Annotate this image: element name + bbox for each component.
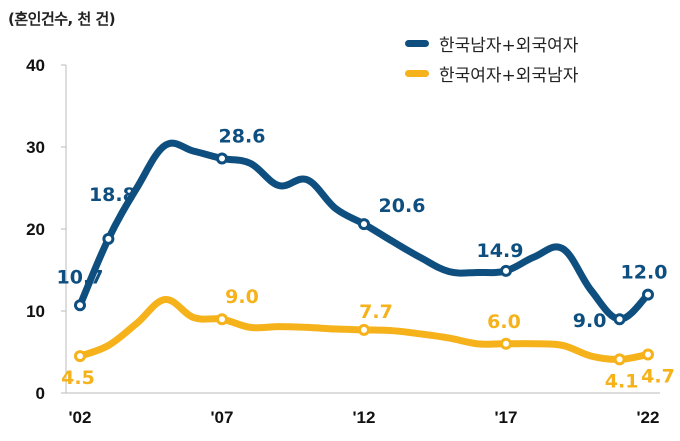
data-point-marker <box>358 218 370 231</box>
data-label: 20.6 <box>379 195 426 217</box>
data-point-marker <box>74 299 86 312</box>
data-label: 18.8 <box>89 184 136 206</box>
legend: 한국남자+외국여자 한국여자+외국남자 <box>405 28 578 88</box>
data-point-marker <box>500 337 512 350</box>
data-label: 6.0 <box>487 311 521 333</box>
x-tick-label: '17 <box>495 408 518 427</box>
legend-label: 한국남자+외국여자 <box>439 35 579 56</box>
data-label: 4.7 <box>641 365 675 387</box>
x-tick-label: '12 <box>353 408 376 427</box>
data-label: 12.0 <box>621 262 668 284</box>
y-tick-label: 40 <box>26 56 45 75</box>
data-point-marker <box>358 323 370 336</box>
data-label: 9.0 <box>573 310 607 332</box>
x-tick-label: '07 <box>211 408 234 427</box>
data-label: 14.9 <box>477 240 524 262</box>
data-point-marker <box>216 152 228 165</box>
x-tick-label: '02 <box>69 408 92 427</box>
data-point-marker <box>613 353 626 366</box>
series-markers <box>74 152 654 366</box>
data-labels: 4.5 9.0 7.7 6.0 4.1 4.7 10.7 18.8 28.6 20.6 14.9 9.… <box>57 125 675 392</box>
legend-item-korean-female-foreign-male: 한국여자+외국남자 <box>405 58 578 88</box>
legend-swatch <box>405 69 429 77</box>
legend-label: 한국여자+외국남자 <box>439 65 579 86</box>
series-line-0 <box>76 139 652 323</box>
data-label: 7.7 <box>359 301 393 323</box>
data-point-marker <box>216 313 228 326</box>
data-label: 4.1 <box>605 370 639 392</box>
y-tick-label: 0 <box>36 384 45 403</box>
data-label: 28.6 <box>219 125 266 147</box>
y-tick-label: 20 <box>26 220 45 239</box>
data-point-marker <box>74 350 86 363</box>
data-point-marker <box>500 264 512 277</box>
data-label: 10.7 <box>57 266 104 288</box>
data-point-marker <box>613 313 626 326</box>
data-point-marker <box>102 232 115 245</box>
data-point-marker <box>642 288 654 301</box>
legend-item-korean-male-foreign-female: 한국남자+외국여자 <box>405 28 578 58</box>
y-tick-label: 30 <box>26 138 45 157</box>
legend-swatch <box>405 39 429 47</box>
axes: 0 10 20 30 40 '02 '07 '12 '17 '22 <box>26 56 660 427</box>
unit-label: (혼인건수, 천 건) <box>8 10 116 28</box>
x-tick-label: '22 <box>637 408 660 427</box>
data-label: 9.0 <box>225 286 259 308</box>
data-label: 4.5 <box>61 367 95 389</box>
y-tick-label: 10 <box>26 302 45 321</box>
data-point-marker <box>642 348 654 361</box>
